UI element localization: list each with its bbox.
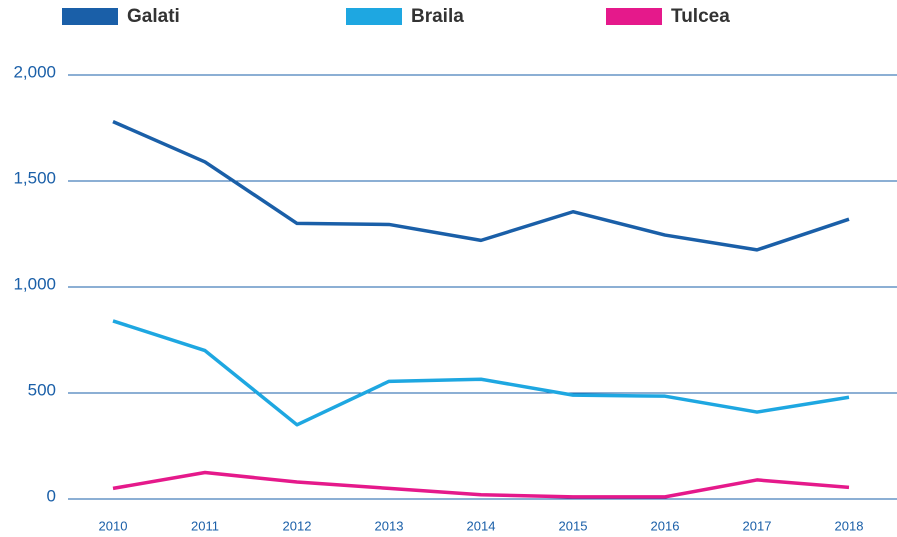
y-tick-label: 500 <box>28 380 56 399</box>
legend-label: Galati <box>127 6 180 27</box>
x-tick-label: 2015 <box>559 518 588 533</box>
legend-swatch <box>62 8 118 25</box>
y-tick-label: 1,000 <box>13 274 56 293</box>
series-line <box>112 319 850 427</box>
x-tick-label: 2012 <box>283 518 312 533</box>
legend-swatch <box>346 8 402 25</box>
x-tick-label: 2017 <box>743 518 772 533</box>
y-tick-label: 2,000 <box>13 62 56 81</box>
x-tick-label: 2011 <box>191 518 219 533</box>
series-line <box>112 470 850 499</box>
x-tick-label: 2016 <box>651 518 680 533</box>
y-tick-label: 0 <box>47 486 56 505</box>
x-tick-label: 2010 <box>99 518 128 533</box>
x-tick-label: 2013 <box>375 518 404 533</box>
legend-label: Braila <box>411 6 464 27</box>
legend-swatch <box>606 8 662 25</box>
y-tick-label: 1,500 <box>13 168 56 187</box>
series-line <box>112 120 850 252</box>
x-tick-label: 2018 <box>835 518 864 533</box>
legend-label: Tulcea <box>671 6 730 27</box>
x-tick-label: 2014 <box>467 518 496 533</box>
